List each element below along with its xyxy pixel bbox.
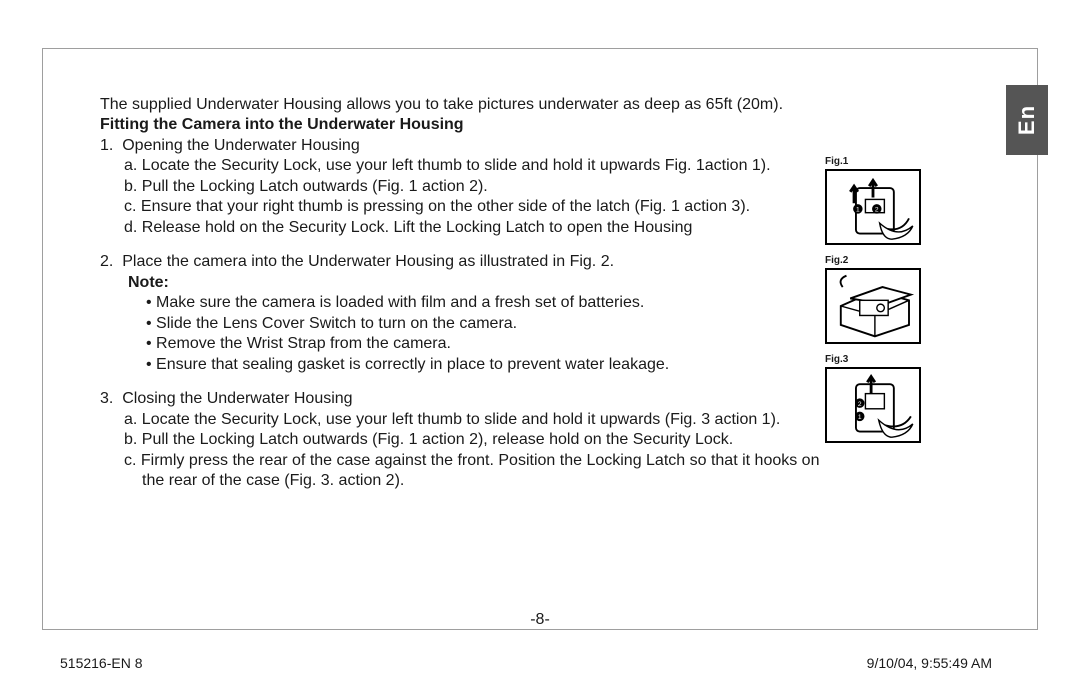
step2-bullet1: • Make sure the camera is loaded with fi… bbox=[100, 293, 820, 313]
language-tab-label: En bbox=[1014, 105, 1040, 135]
step1-line: 1. Opening the Underwater Housing bbox=[100, 136, 820, 156]
step2-num: 2. bbox=[100, 253, 113, 270]
fig2-illustration bbox=[825, 268, 921, 344]
step2-line: 2. Place the camera into the Underwater … bbox=[100, 252, 820, 272]
step3-c: c. Firmly press the rear of the case aga… bbox=[100, 451, 820, 492]
step1-b: b. Pull the Locking Latch outwards (Fig.… bbox=[100, 177, 820, 197]
spacer bbox=[100, 238, 820, 252]
manual-page: En The supplied Underwater Housing allow… bbox=[0, 0, 1080, 679]
body-text: The supplied Underwater Housing allows y… bbox=[100, 95, 820, 491]
step1-a: a. Locate the Security Lock, use your le… bbox=[100, 156, 820, 176]
step3-a: a. Locate the Security Lock, use your le… bbox=[100, 410, 820, 430]
svg-text:1: 1 bbox=[858, 414, 862, 421]
fig2-label: Fig.2 bbox=[825, 255, 925, 266]
svg-text:2: 2 bbox=[875, 207, 879, 214]
footer-timestamp: 9/10/04, 9:55:49 AM bbox=[867, 655, 992, 671]
page-number: -8- bbox=[0, 611, 1080, 629]
step1-c: c. Ensure that your right thumb is press… bbox=[100, 197, 820, 217]
language-tab: En bbox=[1006, 85, 1048, 155]
step1-d: d. Release hold on the Security Lock. Li… bbox=[100, 218, 820, 238]
step1-title: Opening the Underwater Housing bbox=[122, 137, 359, 154]
fig3-label: Fig.3 bbox=[825, 354, 925, 365]
step2-bullet2: • Slide the Lens Cover Switch to turn on… bbox=[100, 314, 820, 334]
step1-num: 1. bbox=[100, 137, 113, 154]
fig3-illustration: 2 1 bbox=[825, 367, 921, 443]
figure-column: Fig.1 1 2 Fig.2 Fi bbox=[825, 156, 925, 453]
step3-b: b. Pull the Locking Latch outwards (Fig.… bbox=[100, 430, 820, 450]
step3-num: 3. bbox=[100, 390, 113, 407]
svg-text:2: 2 bbox=[858, 401, 862, 408]
svg-text:1: 1 bbox=[856, 207, 860, 214]
note-label: Note: bbox=[100, 273, 820, 293]
step2-bullet4: • Ensure that sealing gasket is correctl… bbox=[100, 355, 820, 375]
fig1-illustration: 1 2 bbox=[825, 169, 921, 245]
spacer bbox=[100, 375, 820, 389]
intro-paragraph: The supplied Underwater Housing allows y… bbox=[100, 95, 820, 115]
step3-line: 3. Closing the Underwater Housing bbox=[100, 389, 820, 409]
footer-doc-id: 515216-EN 8 bbox=[60, 655, 143, 671]
step3-title: Closing the Underwater Housing bbox=[122, 390, 352, 407]
fig1-label: Fig.1 bbox=[825, 156, 925, 167]
section-heading: Fitting the Camera into the Underwater H… bbox=[100, 115, 820, 135]
step2-title: Place the camera into the Underwater Hou… bbox=[122, 253, 614, 270]
step2-bullet3: • Remove the Wrist Strap from the camera… bbox=[100, 334, 820, 354]
